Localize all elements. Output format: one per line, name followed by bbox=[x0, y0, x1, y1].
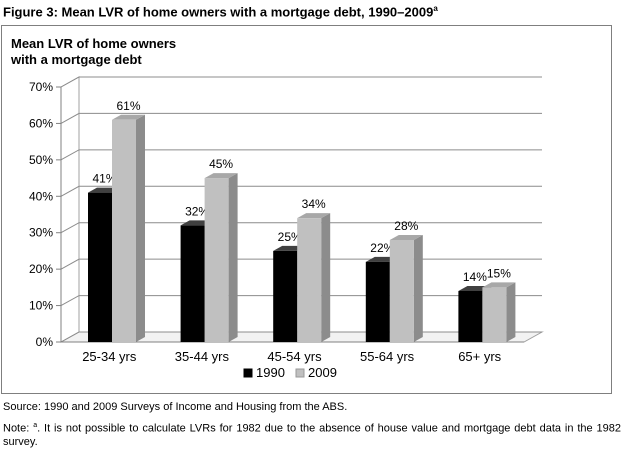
y-tick-label: 20% bbox=[29, 262, 53, 276]
data-label-1990: 25% bbox=[278, 230, 302, 244]
bar-side-2009 bbox=[321, 213, 331, 342]
data-label-2009: 15% bbox=[487, 266, 511, 280]
data-label-1990: 41% bbox=[92, 172, 116, 186]
data-label-1990: 22% bbox=[370, 241, 394, 255]
y-tick-label: 40% bbox=[29, 189, 53, 203]
bar-2009 bbox=[204, 178, 229, 342]
data-label-1990: 32% bbox=[185, 204, 209, 218]
footnote-text: . It is not possible to calculate LVRs f… bbox=[3, 422, 621, 448]
bar-side-2009 bbox=[506, 282, 516, 342]
chart-title-line1: Mean LVR of home owners bbox=[11, 36, 176, 51]
y-tick-label: 10% bbox=[29, 299, 53, 313]
footnote: Note: a. It is not possible to calculate… bbox=[3, 419, 621, 449]
bar-top-2009 bbox=[204, 173, 238, 179]
chart-frame: 0% 10% 20% 30% 40% 50% 60% 70% 41% 61% 25-34 yrs 32… bbox=[1, 25, 612, 394]
bar-side-2009 bbox=[136, 114, 145, 343]
bar-2009 bbox=[297, 218, 322, 342]
bar-top-2009 bbox=[297, 213, 331, 219]
chart-side-wall bbox=[60, 76, 80, 343]
legend-swatch-2009 bbox=[295, 368, 305, 378]
chart-title-line2: with a mortgage debt bbox=[10, 52, 142, 67]
data-label-1990: 14% bbox=[463, 270, 487, 284]
x-tick-label: 35-44 yrs bbox=[175, 349, 230, 364]
bar-side-2009 bbox=[413, 235, 423, 342]
bar-2009 bbox=[482, 287, 507, 342]
figure-title: Figure 3: Mean LVR of home owners with a… bbox=[3, 4, 438, 19]
bar-side-2009 bbox=[228, 173, 238, 342]
data-label-2009: 61% bbox=[116, 99, 140, 113]
y-tick-label: 0% bbox=[36, 335, 54, 349]
gridline bbox=[60, 185, 542, 197]
figure-title-text: Figure 3: Mean LVR of home owners with a… bbox=[3, 4, 434, 20]
footnote-marker: a bbox=[33, 422, 38, 429]
data-label-2009: 34% bbox=[302, 197, 326, 211]
figure-title-footnote-marker: a bbox=[433, 4, 438, 13]
y-tick-label: 50% bbox=[29, 153, 53, 167]
y-tick-label: 30% bbox=[29, 226, 53, 240]
bar-1990 bbox=[88, 192, 112, 342]
gridline bbox=[60, 149, 542, 161]
footnote-prefix: Note: bbox=[3, 422, 34, 435]
data-label-2009: 28% bbox=[394, 219, 418, 233]
y-tick-label: 70% bbox=[29, 80, 53, 94]
bar-top-2009 bbox=[482, 282, 516, 288]
lvr-bar-chart: 0% 10% 20% 30% 40% 50% 60% 70% 41% 61% 25-34 yrs 32… bbox=[10, 36, 544, 380]
gridline bbox=[60, 112, 542, 124]
bar-2009 bbox=[389, 240, 414, 342]
legend-label-1990: 1990 bbox=[256, 365, 285, 380]
bar-1990 bbox=[365, 261, 390, 342]
gridline bbox=[60, 222, 542, 234]
bar-top-2009 bbox=[389, 235, 423, 240]
x-tick-label: 55-64 yrs bbox=[360, 349, 415, 364]
data-label-2009: 45% bbox=[209, 157, 233, 171]
bar-2009 bbox=[112, 119, 136, 343]
x-tick-label: 45-54 yrs bbox=[267, 349, 322, 364]
bar-top-2009 bbox=[112, 114, 145, 120]
bar-1990 bbox=[273, 250, 298, 342]
x-tick-label: 25-34 yrs bbox=[82, 349, 137, 364]
legend-label-2009: 2009 bbox=[308, 365, 337, 380]
source-note: Source: 1990 and 2009 Surveys of Income … bbox=[3, 401, 348, 413]
gridline bbox=[60, 76, 542, 88]
x-tick-label: 65+ yrs bbox=[458, 349, 501, 364]
bar-1990 bbox=[180, 225, 205, 342]
y-tick-label: 60% bbox=[29, 116, 53, 130]
legend-swatch-1990 bbox=[243, 368, 253, 378]
bar-1990 bbox=[458, 291, 483, 342]
